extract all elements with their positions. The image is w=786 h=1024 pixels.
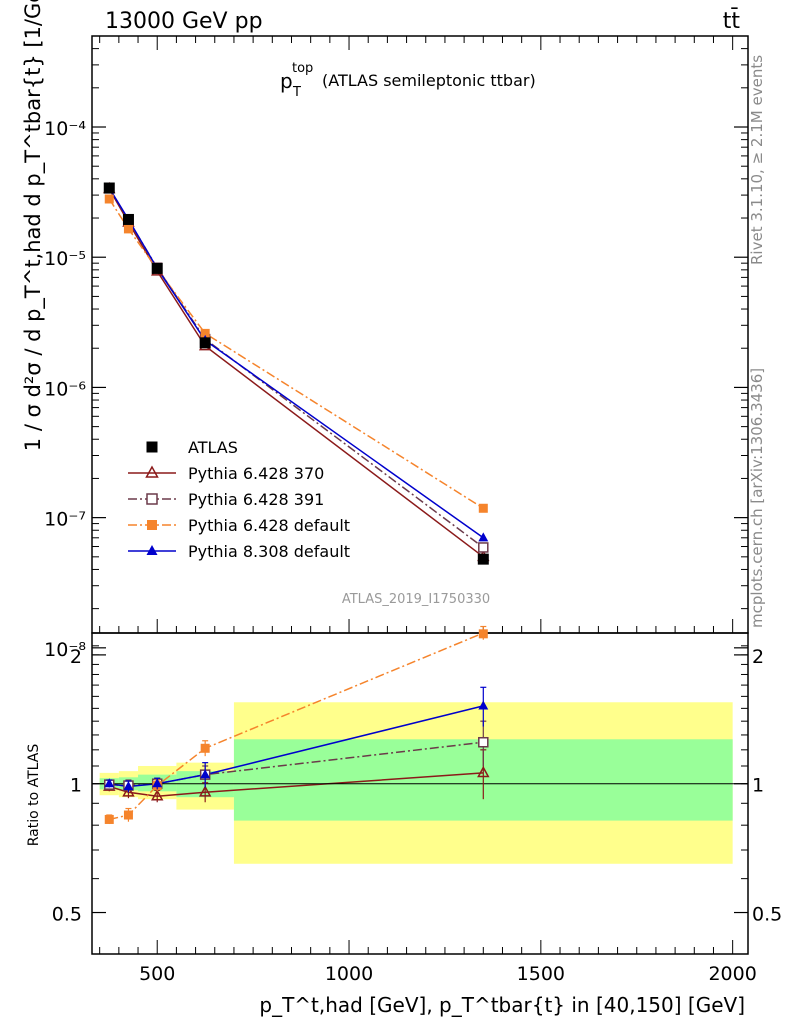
main-point-atlas [477, 553, 489, 565]
main-point-pythia-6-428-default [123, 224, 133, 234]
legend: ATLAS Pythia 6.428 370 Pythia 6.428 391 Pyt… [128, 438, 350, 561]
ratio-point-pythia-8-308-default [478, 700, 489, 710]
y-tick-label: 10⁻⁵ [44, 248, 86, 270]
ratio-point-pythia-6-428-391 [478, 736, 489, 748]
legend-marker-pythia-6-428-370 [145, 465, 159, 478]
main-point-atlas [151, 262, 163, 274]
y-tick-label: 10⁻⁸ [44, 639, 86, 661]
x-axis-label: p_T^t,had [GeV], p_T^tbar{t} in [40,150]… [259, 993, 745, 1017]
main-point-pythia-8-308-default [478, 532, 489, 542]
plot-title-rest: (ATLAS semileptonic ttbar) [322, 71, 536, 90]
ratio-y-axis-label: Ratio to ATLAS [26, 744, 42, 847]
mcplots-label: mcplots.cern.ch [arXiv:1306.3436] [748, 368, 766, 628]
ratio-uncertainty-bands [99, 702, 733, 864]
energy-label: 13000 GeV pp [105, 9, 263, 34]
process-label: tt̄ [723, 8, 741, 34]
legend-marker-atlas [146, 441, 158, 453]
plot-title-main: p [280, 69, 293, 93]
legend-label-atlas: ATLAS [188, 438, 238, 457]
main-point-pythia-6-428-default [200, 328, 210, 338]
ratio-tick-label-left: 1 [70, 775, 82, 797]
x-tick-label: 1500 [517, 963, 565, 985]
ratio-line-pythia-6-428-default [109, 632, 484, 821]
legend-label-pythia-6-428-391: Pythia 6.428 391 [188, 490, 324, 509]
main-point-pythia-6-428-391 [478, 542, 489, 553]
ratio-point-pythia-8-308-default [104, 778, 115, 788]
ratio-point-pythia-8-308-default [123, 781, 134, 791]
main-point-pythia-6-428-default [104, 194, 114, 204]
x-axis: 500 1000 1500 2000 [99, 36, 757, 985]
y-tick-label: 10⁻⁴ [44, 118, 86, 140]
x-tick-label: 2000 [708, 963, 756, 985]
main-point-pythia-6-428-default [478, 503, 488, 513]
x-tick-label: 1000 [325, 963, 373, 985]
ratio-series-markers [103, 625, 490, 825]
ratio-tick-label-right: 1 [752, 775, 764, 797]
legend-marker-pythia-8-308-default [146, 545, 158, 555]
ratio-point-pythia-8-308-default [200, 769, 211, 779]
legend-label-pythia-8-308-default: Pythia 8.308 default [188, 542, 350, 561]
main-point-atlas [199, 337, 211, 349]
ratio-tick-label-left: 2 [70, 646, 82, 668]
analysis-id: ATLAS_2019_I1750330 [342, 592, 490, 607]
ratio-tick-label-right: 0.5 [752, 904, 782, 926]
ratio-tick-label-left: 0.5 [52, 904, 82, 926]
ratio-point-pythia-6-428-370 [122, 785, 135, 797]
plot-title-sub: T [292, 85, 301, 100]
main-point-atlas [103, 182, 115, 194]
rivet-label: Rivet 3.1.10, ≥ 2.1M events [748, 55, 766, 265]
main-line-pythia-6-428-default [108, 198, 484, 509]
ratio-tick-label-right: 2 [752, 646, 764, 668]
ratio-y-axis: 0.5 0.5 1 1 2 2 [52, 645, 782, 926]
y-tick-label: 10⁻⁶ [44, 378, 86, 400]
ratio-panel-frame [91, 632, 749, 955]
ratio-point-pythia-6-428-default [123, 810, 133, 820]
main-series-markers [103, 181, 490, 565]
main-point-atlas [122, 213, 134, 225]
legend-label-pythia-6-428-default: Pythia 6.428 default [188, 516, 350, 535]
ratio-point-pythia-8-308-default [152, 778, 163, 788]
main-y-axis: 10⁻⁸ 10⁻⁷ 10⁻⁶ 10⁻⁵ 10⁻⁴ [44, 35, 748, 661]
ratio-point-pythia-6-428-default [104, 814, 114, 824]
ratio-point-pythia-6-428-default [200, 743, 210, 753]
ratio-point-pythia-6-428-370 [150, 789, 164, 801]
legend-marker-pythia-6-428-391 [146, 493, 158, 505]
y-tick-label: 10⁻⁷ [44, 509, 86, 531]
legend-marker-pythia-6-428-default [147, 520, 157, 530]
ratio-point-pythia-6-428-default [478, 629, 488, 639]
legend-label-pythia-6-428-370: Pythia 6.428 370 [188, 464, 324, 483]
x-tick-label: 500 [139, 963, 175, 985]
plot-title: p top T (ATLAS semileptonic ttbar) [280, 61, 536, 100]
main-line-pythia-8-308-default [108, 187, 484, 539]
plot-title-sup: top [292, 61, 313, 76]
ratio-point-pythia-6-428-370 [477, 765, 490, 778]
y-axis-label: 1 / σ d²σ / d p_T^t,had d p_T^tbar{t} [1… [21, 0, 46, 451]
ratio-point-pythia-6-428-370 [198, 785, 212, 797]
